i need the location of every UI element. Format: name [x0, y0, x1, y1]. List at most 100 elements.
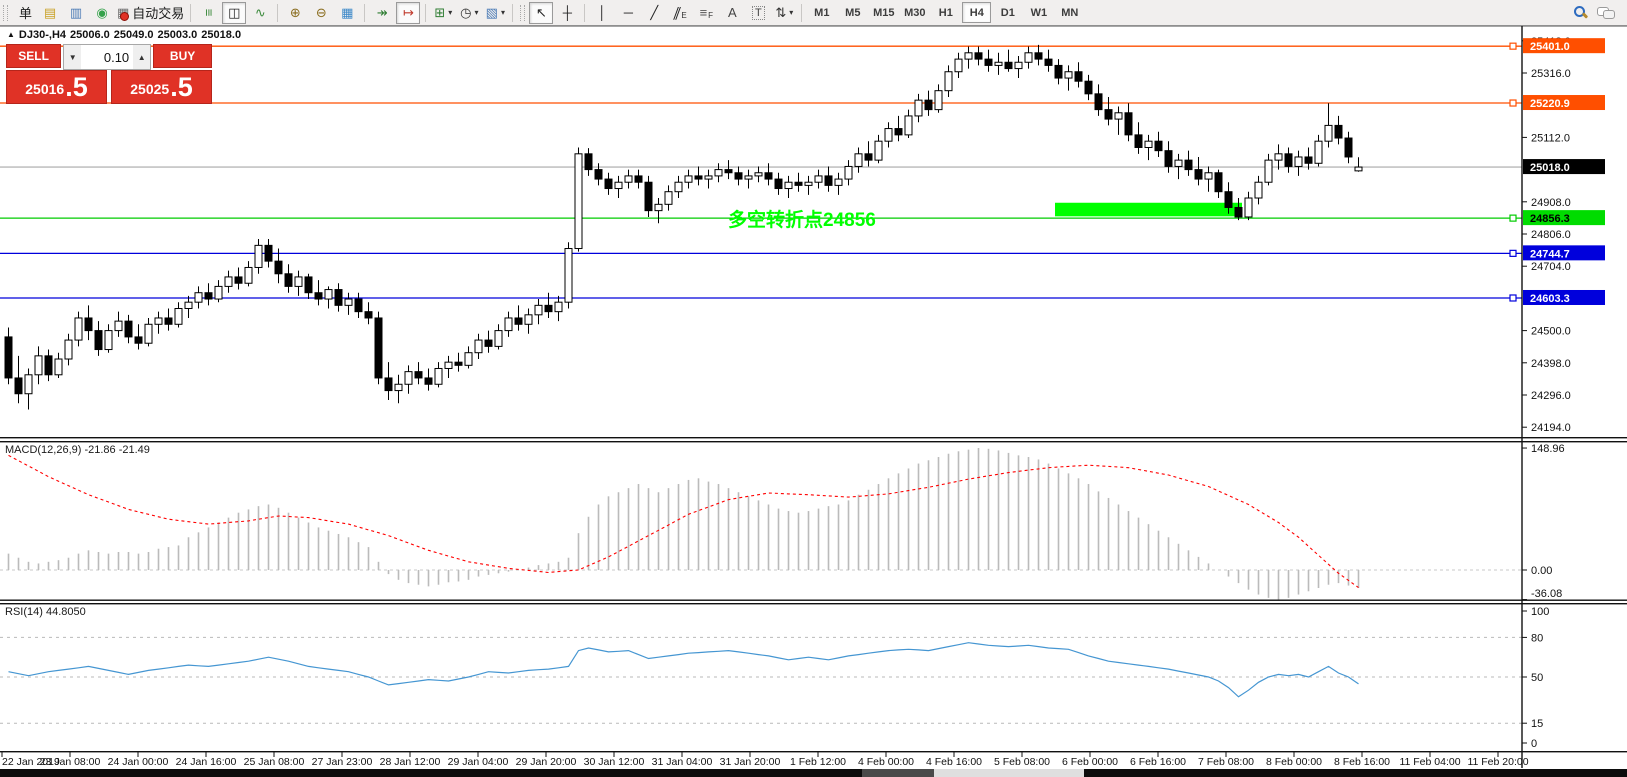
candle-body: [914, 99, 923, 117]
text-icon[interactable]: A: [720, 2, 744, 24]
candle-body: [94, 330, 103, 351]
text-icon-glyph: A: [727, 5, 737, 20]
time-tick-label: 6 Feb 16:00: [1130, 756, 1186, 768]
toolbar-separator: [584, 3, 586, 22]
candle-body: [264, 244, 273, 262]
volume-increase-button[interactable]: ▲: [133, 45, 151, 69]
high-value: 25049.0: [113, 29, 154, 41]
candle-body: [1104, 109, 1113, 120]
indicators-icon[interactable]: ⊞ ▾: [434, 4, 453, 20]
candle-body: [34, 355, 43, 376]
candle-body: [1114, 112, 1123, 120]
candle-body: [1214, 172, 1223, 193]
candle-body: [184, 301, 193, 310]
time-tick-label: 11 Feb 04:00: [1399, 756, 1460, 768]
macd-scale-label: 148.96: [1531, 443, 1565, 455]
chart-shift-icon[interactable]: ↦: [396, 1, 421, 24]
candle-body: [304, 276, 313, 294]
candle-body: [324, 289, 333, 300]
candle-body: [214, 285, 223, 300]
candle-body: [1354, 166, 1363, 172]
timeframe-button-m1[interactable]: M1: [814, 6, 830, 19]
candle-body: [584, 153, 593, 171]
buy-price-button[interactable]: 25025 .5: [111, 70, 212, 104]
candle-body: [394, 383, 403, 392]
zoom-in-icon-glyph: ⊕: [289, 4, 301, 20]
fibonacci-icon[interactable]: ≡ F: [699, 5, 714, 20]
profiles-icon[interactable]: ▤: [38, 2, 62, 24]
volume-decrease-button[interactable]: ▼: [64, 45, 82, 69]
candle-body: [844, 165, 853, 180]
zoom-out-icon[interactable]: ⊖: [309, 2, 333, 24]
arrows-icon[interactable]: ⇅ ▾: [775, 4, 794, 20]
candle-body: [74, 317, 83, 341]
market-watch-icon[interactable]: ▥: [64, 2, 88, 24]
chat-icon[interactable]: [1594, 2, 1618, 24]
vertical-line-icon[interactable]: │: [590, 2, 614, 24]
trendline-icon[interactable]: ╱: [642, 2, 666, 24]
signal-icon[interactable]: ◉: [90, 2, 114, 24]
timeframe-button-h1[interactable]: H1: [938, 6, 953, 19]
crosshair-icon[interactable]: ┼: [555, 2, 579, 24]
timeframe-button-m15[interactable]: M15: [873, 6, 895, 19]
cursor-icon-glyph: ↖: [535, 4, 547, 20]
pane-separator: [0, 603, 1627, 605]
candle-body: [764, 172, 773, 180]
sell-button[interactable]: SELL: [6, 44, 62, 68]
toolbar-drag-handle[interactable]: [520, 4, 526, 21]
chart-background: [0, 25, 1627, 769]
timeframe-button-d1[interactable]: D1: [1000, 6, 1015, 19]
candlestick-chart-icon[interactable]: ◫: [222, 1, 247, 24]
cursor-icon[interactable]: ↖: [529, 1, 554, 24]
text-label-icon[interactable]: T: [746, 2, 770, 24]
equidistant-channel-icon[interactable]: ∥ E: [671, 4, 687, 21]
toolbar-drag-handle[interactable]: [3, 4, 8, 21]
sell-price-button[interactable]: 25016 .5: [6, 70, 107, 104]
candle-body: [814, 175, 823, 183]
zoom-in-icon[interactable]: ⊕: [283, 2, 307, 24]
search-icon[interactable]: [1568, 2, 1592, 24]
candle-body: [494, 330, 503, 347]
candle-body: [1074, 71, 1083, 82]
timeframe-button-m5[interactable]: M5: [845, 6, 861, 19]
price-badge: [1523, 38, 1605, 54]
one-click-trading-panel: SELL ▼ ▲ BUY 25016 .5 25025 .5: [6, 44, 212, 104]
line-chart-icon[interactable]: ∿: [248, 2, 272, 24]
candle-body: [104, 330, 113, 351]
tile-windows-icon[interactable]: ▦: [335, 2, 359, 24]
horizontal-line-icon[interactable]: ─: [616, 2, 640, 24]
templates-icon[interactable]: ▧ ▾: [485, 4, 505, 20]
toolbar-separator: [425, 3, 427, 22]
macd-scale-label: -36.08: [1531, 588, 1562, 600]
candle-body: [854, 153, 863, 167]
timeframe-button-mn[interactable]: MN: [1061, 6, 1079, 19]
candle-body: [1054, 64, 1063, 79]
candle-body: [1094, 93, 1103, 111]
candle-body: [954, 58, 963, 73]
volume-input[interactable]: [81, 45, 134, 69]
candle-body: [1344, 137, 1353, 158]
auto-scroll-icon[interactable]: ↠: [370, 2, 394, 24]
chat-icon-glyph: [1597, 6, 1615, 20]
timeframe-button-h4[interactable]: H4: [962, 2, 992, 23]
toolbar-separator: [364, 3, 366, 22]
candle-body: [134, 336, 143, 344]
candle-body: [84, 317, 93, 332]
crosshair-icon-glyph: ┼: [562, 5, 572, 20]
candle-body: [1174, 159, 1183, 167]
time-tick-label: 8 Feb 16:00: [1334, 756, 1390, 768]
candle-body: [64, 339, 73, 360]
candle-body: [1124, 112, 1133, 136]
rsi-scale-label: 100: [1531, 606, 1549, 618]
auto-trading-button[interactable]: ▦ 自动交易: [117, 4, 185, 22]
candle-body: [984, 58, 993, 66]
periods-icon[interactable]: ◷ ▾: [460, 4, 479, 20]
new-order-button[interactable]: 单: [18, 6, 32, 21]
price-badge: [1523, 210, 1605, 226]
timeframe-button-m30[interactable]: M30: [904, 6, 926, 19]
buy-button[interactable]: BUY: [153, 44, 212, 68]
timeframe-button-w1[interactable]: W1: [1030, 6, 1048, 19]
macd-indicator-label: MACD(12,26,9) -21.86 -21.49: [5, 444, 150, 456]
bar-chart-icon[interactable]: ≡: [196, 2, 220, 24]
